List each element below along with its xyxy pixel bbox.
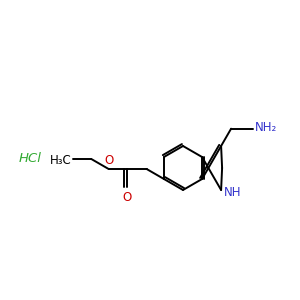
Text: H₃C: H₃C xyxy=(50,154,71,166)
Text: HCl: HCl xyxy=(19,152,41,164)
Text: O: O xyxy=(122,191,131,204)
Text: O: O xyxy=(104,154,113,167)
Text: NH₂: NH₂ xyxy=(255,121,278,134)
Text: NH: NH xyxy=(224,185,242,199)
